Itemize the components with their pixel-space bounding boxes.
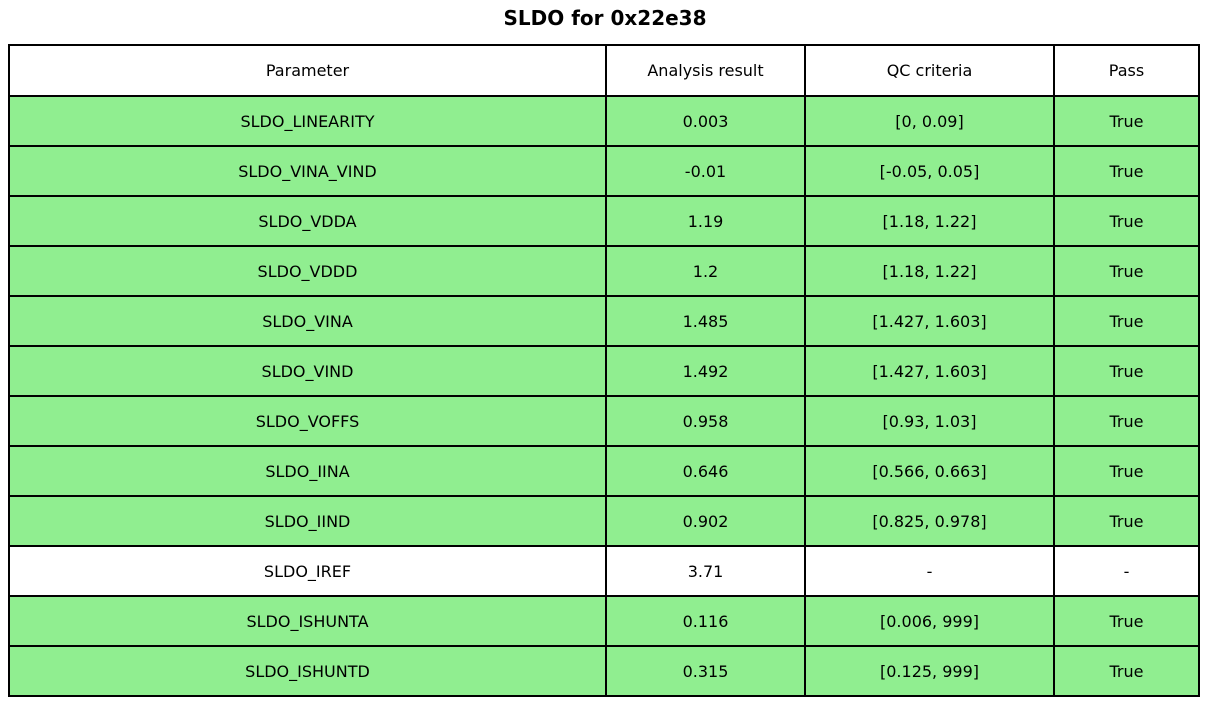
result-cell: 3.71 xyxy=(605,545,806,597)
result-cell: 1.19 xyxy=(605,195,806,247)
pass-cell: - xyxy=(1053,545,1200,597)
criteria-cell: [-0.05, 0.05] xyxy=(804,145,1055,197)
table-row: SLDO_VIND 1.492 [1.427, 1.603] True xyxy=(8,345,1200,397)
result-cell: 0.003 xyxy=(605,95,806,147)
criteria-cell: [0.006, 999] xyxy=(804,595,1055,647)
result-cell: 0.646 xyxy=(605,445,806,497)
criteria-cell: [1.427, 1.603] xyxy=(804,295,1055,347)
param-cell: SLDO_ISHUNTD xyxy=(8,645,607,697)
criteria-cell: [1.18, 1.22] xyxy=(804,245,1055,297)
pass-cell: True xyxy=(1053,245,1200,297)
result-cell: -0.01 xyxy=(605,145,806,197)
param-cell: SLDO_IINA xyxy=(8,445,607,497)
result-cell: 0.902 xyxy=(605,495,806,547)
pass-cell: True xyxy=(1053,145,1200,197)
param-cell: SLDO_VDDA xyxy=(8,195,607,247)
table-row: SLDO_VDDD 1.2 [1.18, 1.22] True xyxy=(8,245,1200,297)
param-cell: SLDO_IREF xyxy=(8,545,607,597)
param-cell: SLDO_VINA xyxy=(8,295,607,347)
pass-cell: True xyxy=(1053,445,1200,497)
table-row: SLDO_IREF 3.71 - - xyxy=(8,545,1200,597)
result-cell: 1.2 xyxy=(605,245,806,297)
criteria-cell: - xyxy=(804,545,1055,597)
table-row: SLDO_LINEARITY 0.003 [0, 0.09] True xyxy=(8,95,1200,147)
pass-cell: True xyxy=(1053,95,1200,147)
result-cell: 1.485 xyxy=(605,295,806,347)
table-row: SLDO_VINA_VIND -0.01 [-0.05, 0.05] True xyxy=(8,145,1200,197)
param-cell: SLDO_ISHUNTA xyxy=(8,595,607,647)
param-cell: SLDO_VINA_VIND xyxy=(8,145,607,197)
param-cell: SLDO_VIND xyxy=(8,345,607,397)
table-row: SLDO_VINA 1.485 [1.427, 1.603] True xyxy=(8,295,1200,347)
table-row: SLDO_VOFFS 0.958 [0.93, 1.03] True xyxy=(8,395,1200,447)
pass-cell: True xyxy=(1053,595,1200,647)
param-cell: SLDO_LINEARITY xyxy=(8,95,607,147)
criteria-cell: [0.125, 999] xyxy=(804,645,1055,697)
result-cell: 0.958 xyxy=(605,395,806,447)
column-header-analysis-result: Analysis result xyxy=(605,44,806,97)
column-header-qc-criteria: QC criteria xyxy=(804,44,1055,97)
pass-cell: True xyxy=(1053,295,1200,347)
criteria-cell: [0.825, 0.978] xyxy=(804,495,1055,547)
criteria-cell: [0.566, 0.663] xyxy=(804,445,1055,497)
pass-cell: True xyxy=(1053,195,1200,247)
table-header-row: Parameter Analysis result QC criteria Pa… xyxy=(8,44,1200,97)
pass-cell: True xyxy=(1053,495,1200,547)
result-cell: 0.315 xyxy=(605,645,806,697)
criteria-cell: [1.427, 1.603] xyxy=(804,345,1055,397)
param-cell: SLDO_VOFFS xyxy=(8,395,607,447)
param-cell: SLDO_VDDD xyxy=(8,245,607,297)
table-row: SLDO_IIND 0.902 [0.825, 0.978] True xyxy=(8,495,1200,547)
criteria-cell: [0, 0.09] xyxy=(804,95,1055,147)
table-row: SLDO_IINA 0.646 [0.566, 0.663] True xyxy=(8,445,1200,497)
criteria-cell: [0.93, 1.03] xyxy=(804,395,1055,447)
pass-cell: True xyxy=(1053,645,1200,697)
param-cell: SLDO_IIND xyxy=(8,495,607,547)
pass-cell: True xyxy=(1053,395,1200,447)
page-title: SLDO for 0x22e38 xyxy=(503,6,707,30)
table-row: SLDO_VDDA 1.19 [1.18, 1.22] True xyxy=(8,195,1200,247)
pass-cell: True xyxy=(1053,345,1200,397)
table-row: SLDO_ISHUNTA 0.116 [0.006, 999] True xyxy=(8,595,1200,647)
qc-results-table: Parameter Analysis result QC criteria Pa… xyxy=(8,44,1200,697)
criteria-cell: [1.18, 1.22] xyxy=(804,195,1055,247)
result-cell: 0.116 xyxy=(605,595,806,647)
column-header-pass: Pass xyxy=(1053,44,1200,97)
table-row: SLDO_ISHUNTD 0.315 [0.125, 999] True xyxy=(8,645,1200,697)
column-header-parameter: Parameter xyxy=(8,44,607,97)
result-cell: 1.492 xyxy=(605,345,806,397)
